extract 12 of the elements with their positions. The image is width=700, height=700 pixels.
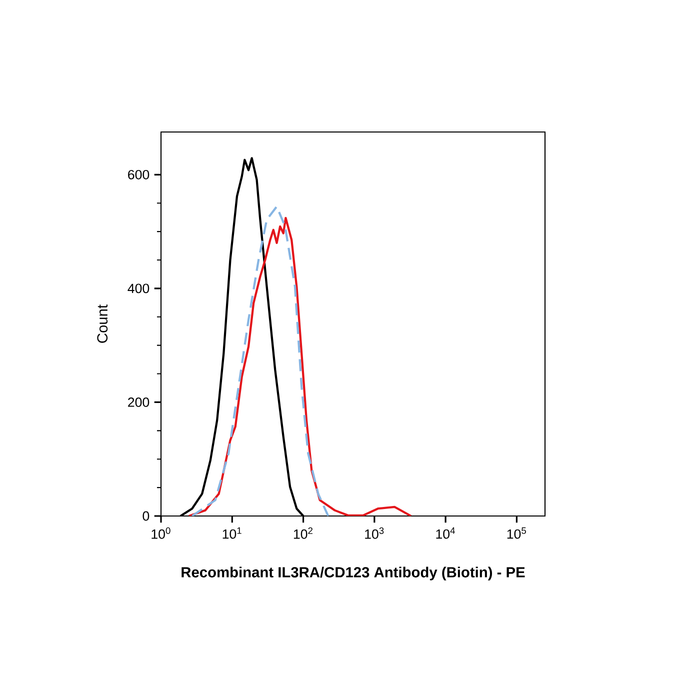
x-tick-label: 10$^{1}$ (222, 527, 242, 539)
y-tick-label: 400 (128, 284, 150, 294)
y-tick-label: 0 (142, 511, 150, 521)
y-axis-title: Count (97, 304, 108, 343)
x-tick-label: 10$^{3}$ (365, 527, 384, 539)
x-axis-title: Recombinant IL3RA/CD123 Antibody (Biotin) - PE (182, 566, 525, 580)
y-tick-label: 200 (128, 398, 150, 407)
x-tick-label: 10$^{4}$ (436, 527, 455, 539)
x-tick-label: 10$^{2}$ (294, 527, 312, 539)
x-tick-label: 10$^{5}$ (507, 527, 526, 539)
x-tick-label: 10$^{0}$ (152, 527, 170, 539)
y-tick-label: 600 (128, 170, 150, 180)
